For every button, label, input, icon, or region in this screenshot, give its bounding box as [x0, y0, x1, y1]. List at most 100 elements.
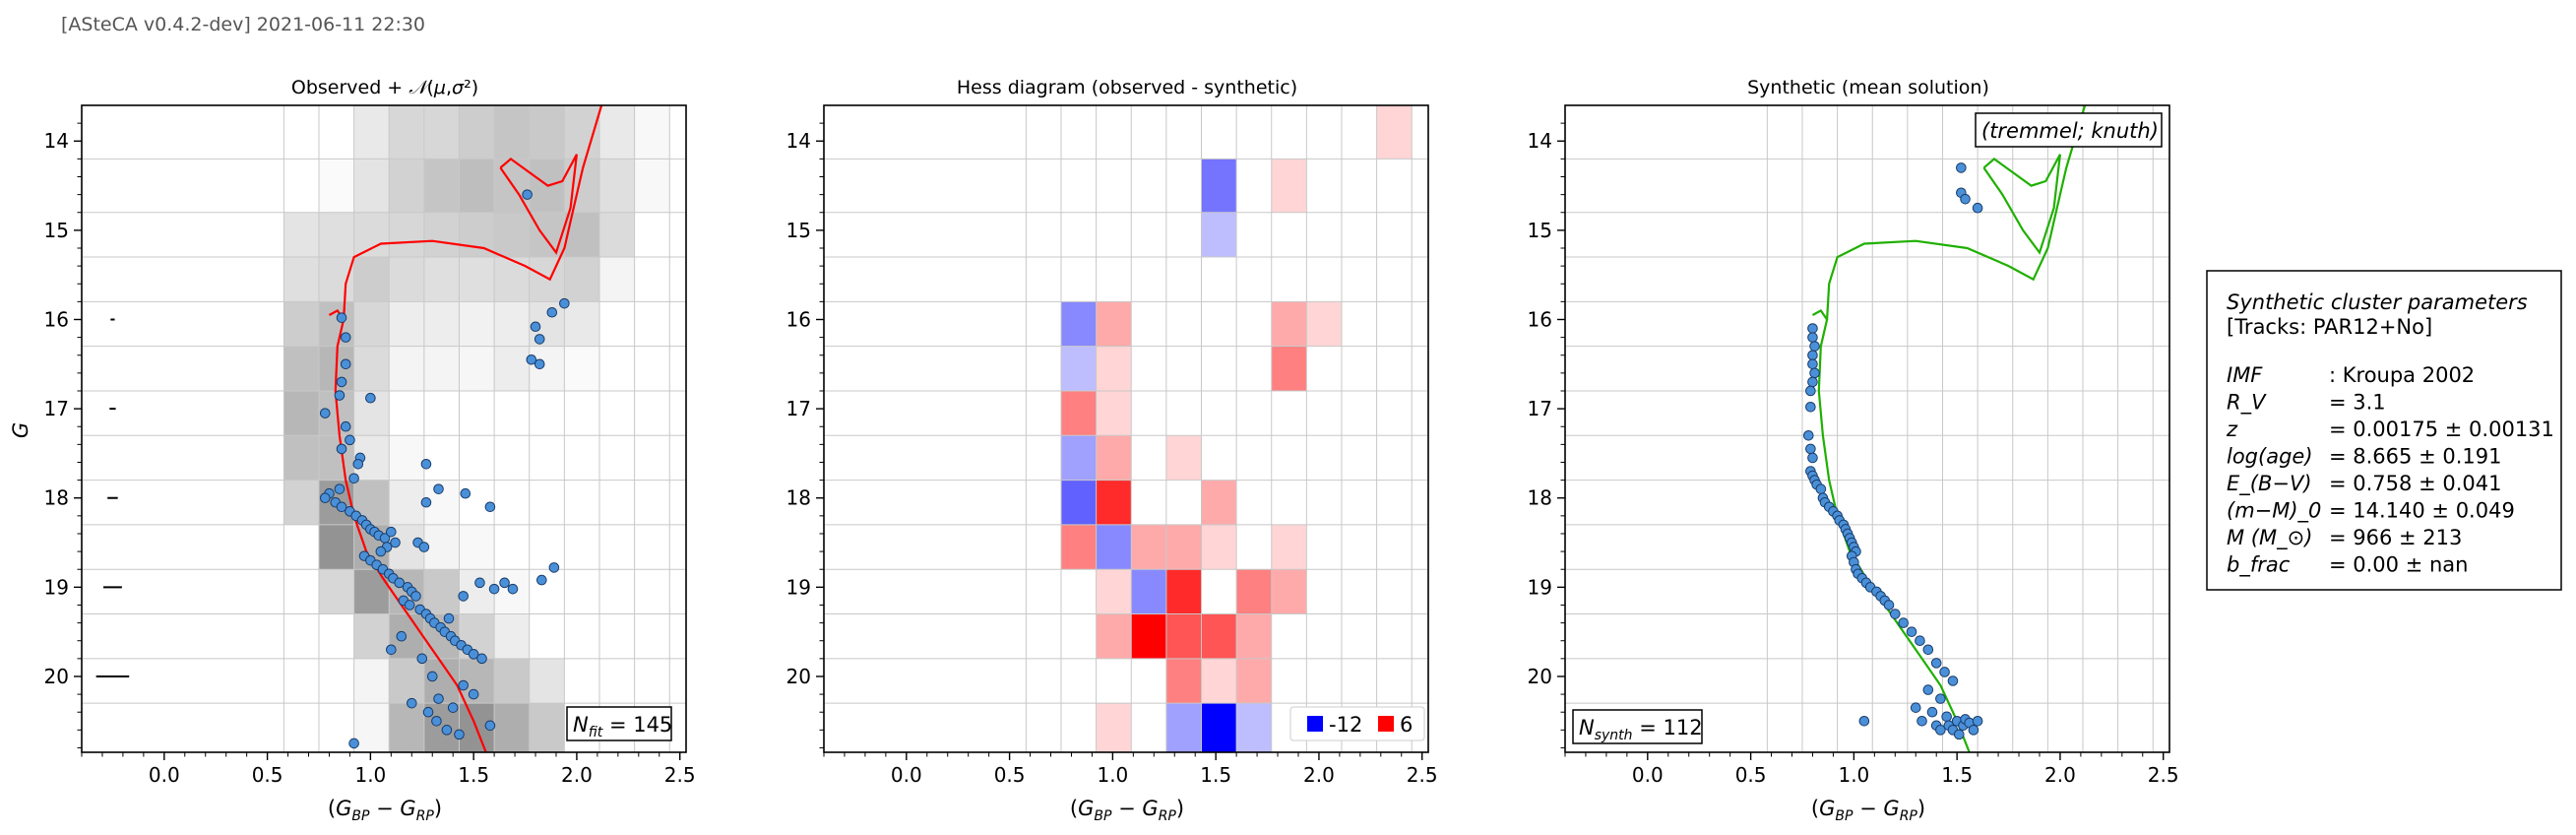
star-point — [499, 577, 510, 589]
x-tick-label: 2.0 — [1303, 763, 1335, 787]
star-point — [522, 189, 533, 200]
y-tick-label: 15 — [1528, 219, 1552, 242]
hess-bin — [598, 257, 635, 302]
star-point — [530, 321, 541, 333]
x-tick-label: 2.5 — [664, 763, 696, 787]
y-tick-label: 19 — [44, 575, 69, 599]
residual-cell — [1376, 105, 1413, 160]
hess-bin — [494, 613, 530, 659]
residual-cell — [1201, 212, 1237, 258]
star-point — [319, 492, 331, 504]
observed-xlabel: (GBP − GRP) — [328, 797, 442, 824]
star-point — [1807, 376, 1818, 388]
y-tick-label: 18 — [44, 486, 69, 510]
observed-ylabel: G — [9, 422, 32, 438]
hess-bin — [423, 524, 460, 570]
star-point — [340, 420, 351, 432]
isochrone-loop — [1982, 154, 2061, 255]
star-point — [1807, 452, 1818, 464]
isochrone-giant-branch — [1826, 104, 2087, 320]
x-tick-label: 1.0 — [1838, 763, 1869, 787]
star-point — [340, 332, 351, 343]
synthetic-points — [1802, 162, 1983, 740]
observed-nfit-text: Nfit = 145 — [573, 713, 672, 740]
y-tick-label: 14 — [44, 129, 69, 153]
star-point — [443, 612, 455, 624]
residual-cell — [1165, 613, 1202, 659]
y-tick-label: 16 — [786, 307, 811, 331]
residual-cell — [1165, 658, 1202, 704]
observed-error-bars — [95, 318, 130, 677]
star-point — [1805, 385, 1816, 397]
x-tick-label: 2.0 — [561, 763, 593, 787]
hess-bin — [529, 703, 565, 752]
y-tick-label: 14 — [1528, 129, 1552, 153]
hess-bin — [389, 435, 424, 481]
star-point — [390, 537, 401, 548]
x-tick-label: 0.5 — [1735, 763, 1767, 787]
star-point — [420, 458, 432, 470]
hess-bin — [283, 435, 319, 481]
synthetic-method-text: (tremmel; knuth) — [1981, 119, 2159, 143]
star-point — [394, 577, 406, 589]
hess-bin — [283, 390, 319, 436]
star-point — [426, 671, 438, 682]
legend-label-positive: 6 — [1400, 713, 1413, 737]
hess-bin — [389, 105, 424, 160]
star-point — [406, 697, 417, 709]
residual-cell — [1096, 390, 1132, 436]
star-point — [484, 501, 496, 513]
y-tick-label: 16 — [1528, 307, 1552, 331]
legend-label-negative: -12 — [1329, 713, 1362, 737]
residual-cell — [1096, 435, 1132, 481]
x-tick-label: 0.0 — [891, 763, 922, 787]
param-value: = 0.758 ± 0.041 — [2329, 472, 2501, 495]
star-point — [1906, 626, 1917, 637]
hess-bin — [353, 703, 390, 752]
hess-bin — [529, 105, 565, 160]
hess-panel: Hess diagram (observed - synthetic) 0.0 0… — [786, 77, 1438, 824]
y-tick-label: 18 — [1528, 486, 1552, 510]
param-name: z — [2226, 418, 2238, 441]
hess-bin — [353, 569, 390, 614]
hess-bin — [423, 346, 460, 391]
hess-bin — [353, 105, 390, 160]
star-point — [1956, 162, 1967, 173]
star-point — [1807, 323, 1818, 334]
star-point — [1802, 429, 1814, 441]
hess-bin — [283, 346, 319, 391]
hess-bin — [318, 524, 354, 570]
x-tick-label: 1.5 — [458, 763, 489, 787]
y-tick-label: 17 — [44, 397, 69, 420]
star-point — [345, 434, 355, 446]
star-point — [404, 600, 415, 610]
residual-cell — [1271, 569, 1307, 614]
star-point — [1926, 706, 1938, 718]
header-text: [ASteCA v0.4.2-dev] 2021-06-11 22:30 — [61, 14, 425, 35]
hess-bin — [634, 105, 670, 160]
hess-bin — [564, 301, 599, 347]
star-point — [352, 458, 364, 470]
star-point — [468, 649, 479, 660]
residual-cell — [1096, 703, 1132, 752]
x-tick-label: 1.0 — [1097, 763, 1128, 787]
star-point — [410, 591, 421, 602]
hess-bin — [494, 105, 530, 160]
synthetic-panel: Synthetic (mean solution) 0.0 0.5 1.0 1.5 2.… — [1528, 77, 2179, 824]
hess-bin — [283, 212, 319, 258]
synthetic-xlabel: (GBP − GRP) — [1811, 797, 1925, 824]
params-tracks: [Tracks: PAR12+No] — [2227, 315, 2432, 339]
star-point — [418, 542, 430, 552]
star-point — [474, 577, 485, 589]
hess-bin — [564, 212, 599, 258]
param-value: = 8.665 ± 0.191 — [2329, 445, 2501, 469]
hess-bin — [389, 346, 424, 391]
residual-cell — [1131, 524, 1166, 570]
hess-bin — [634, 159, 670, 213]
star-point — [1941, 711, 1952, 723]
param-value: = 14.140 ± 0.049 — [2329, 499, 2515, 523]
isochrone-main-sequence — [1811, 308, 1971, 753]
hess-bin — [389, 159, 424, 213]
observed-nfit-box: Nfit = 145 — [566, 706, 672, 741]
